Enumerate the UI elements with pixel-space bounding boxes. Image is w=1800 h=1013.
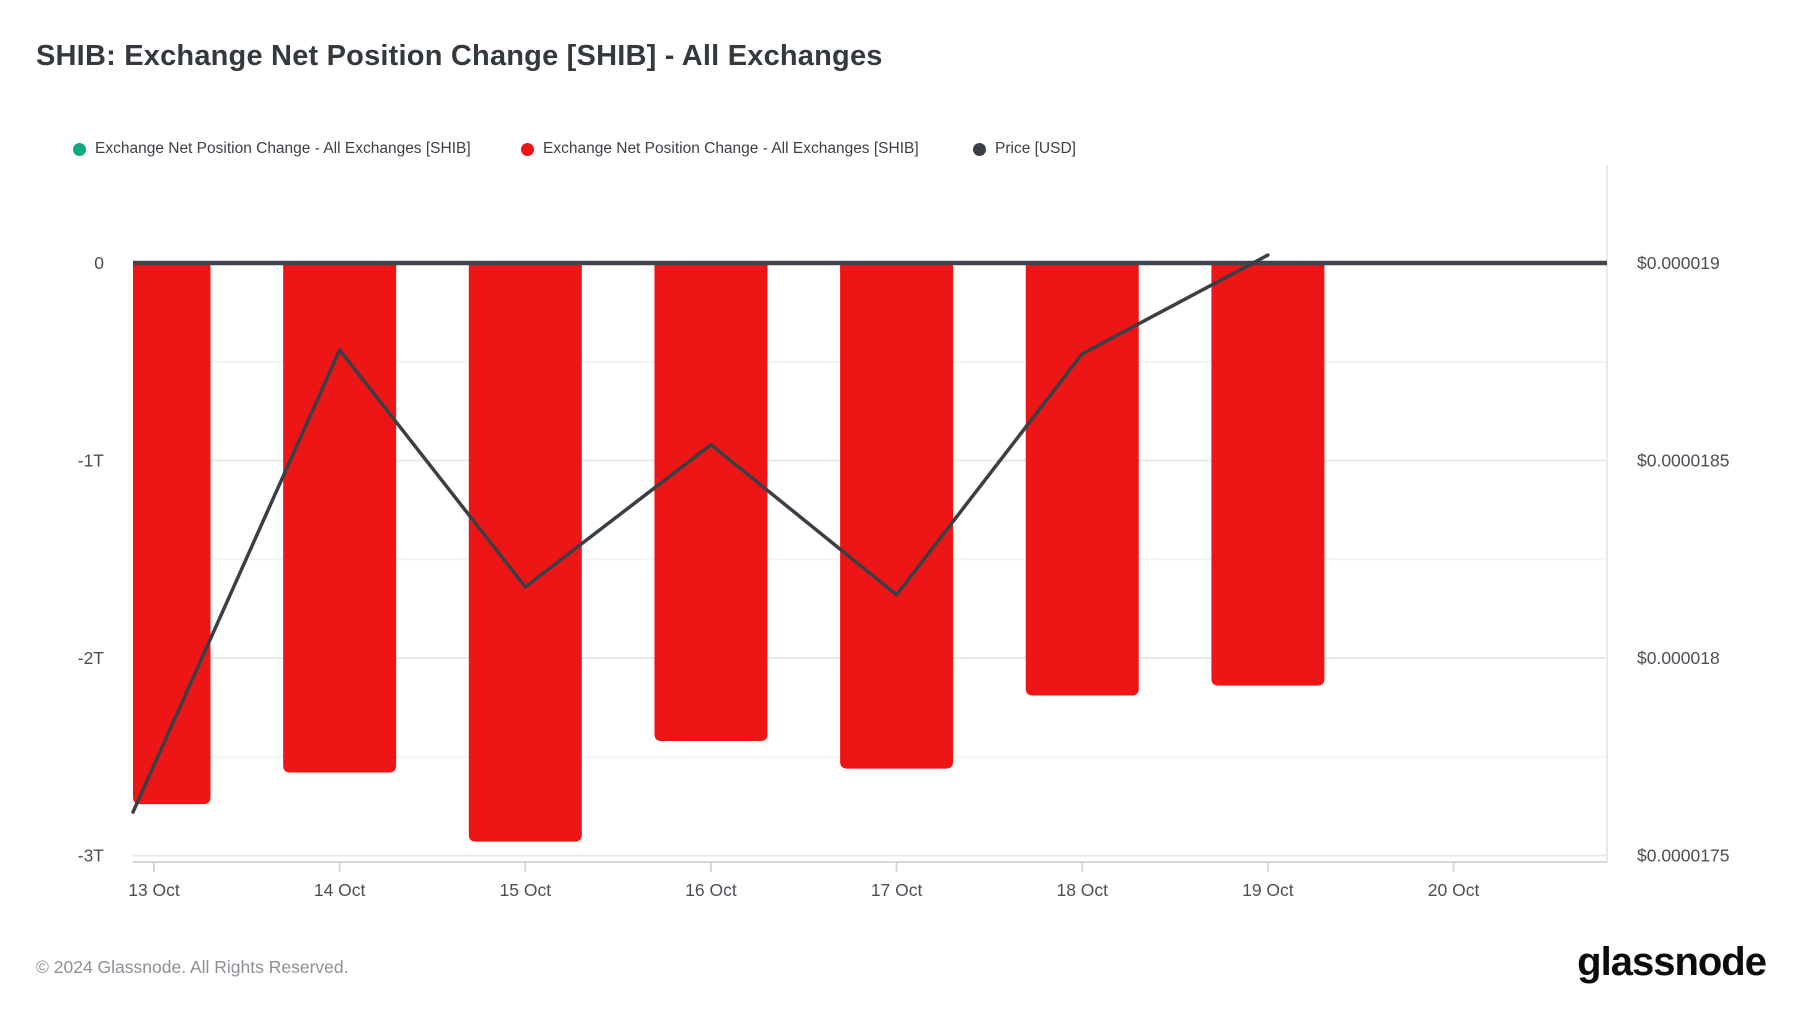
y-axis-left-label: -3T xyxy=(78,846,105,866)
y-axis-left-label: 0 xyxy=(94,253,104,273)
x-axis-date-label: 18 Oct xyxy=(1056,880,1108,900)
bar-19-oct[interactable] xyxy=(1211,263,1325,686)
legend-item-net-position-green[interactable]: Exchange Net Position Change - All Excha… xyxy=(73,140,471,158)
legend-item-net-position-red[interactable]: Exchange Net Position Change - All Excha… xyxy=(521,140,919,158)
chart-title: SHIB: Exchange Net Position Change [SHIB… xyxy=(36,40,883,72)
bar-13-oct[interactable] xyxy=(133,263,211,805)
legend-item-price[interactable]: Price [USD] xyxy=(973,140,1076,158)
y-axis-right-label: $0.0000185 xyxy=(1637,451,1729,471)
price-line[interactable] xyxy=(131,253,1270,814)
bar-15-oct[interactable] xyxy=(468,263,582,842)
y-axis-right-label: $0.000018 xyxy=(1637,648,1720,668)
legend-label: Price [USD] xyxy=(995,140,1076,157)
legend-label: Exchange Net Position Change - All Excha… xyxy=(543,140,919,157)
x-axis-date-label: 20 Oct xyxy=(1428,880,1480,900)
copyright-text: © 2024 Glassnode. All Rights Reserved. xyxy=(36,957,349,977)
legend-dot-dark-icon xyxy=(973,142,986,156)
x-axis-date-label: 19 Oct xyxy=(1242,880,1294,900)
x-axis-date-label: 16 Oct xyxy=(685,880,737,900)
x-axis-date-label: 14 Oct xyxy=(314,880,366,900)
x-axis-date-label: 13 Oct xyxy=(128,880,180,900)
y-axis-left-label: -2T xyxy=(78,648,105,668)
y-axis-right-label: $0.0000175 xyxy=(1637,846,1729,866)
legend-dot-green-icon xyxy=(73,142,86,156)
x-axis-date-label: 15 Oct xyxy=(500,880,552,900)
legend-label: Exchange Net Position Change - All Excha… xyxy=(95,140,471,157)
legend-dot-red-icon xyxy=(521,142,534,156)
y-axis-left-label: -1T xyxy=(78,451,105,471)
glassnode-logo: glassnode xyxy=(1577,940,1767,984)
bar-17-oct[interactable] xyxy=(840,263,954,769)
bar-14-oct[interactable] xyxy=(283,263,397,773)
y-axis-right-label: $0.000019 xyxy=(1637,253,1720,273)
x-axis-date-label: 17 Oct xyxy=(871,880,923,900)
bar-16-oct[interactable] xyxy=(654,263,768,741)
bar-18-oct[interactable] xyxy=(1025,263,1139,696)
